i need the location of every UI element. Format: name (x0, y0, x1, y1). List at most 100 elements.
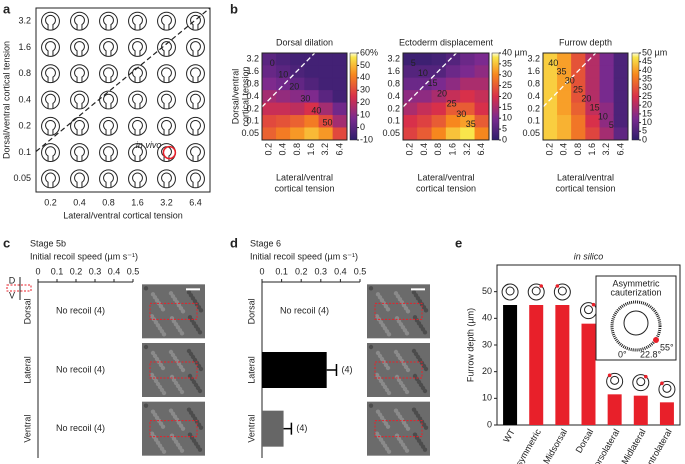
heat-cell (402, 90, 418, 104)
colorbar-tick-label: 0 (502, 134, 507, 144)
colorbar-tick-label: 20 (502, 91, 512, 101)
embryo-shape-inner (45, 172, 56, 188)
x-tick-label: 0.2 (295, 266, 308, 276)
embryo-shape-inner (190, 93, 201, 109)
embryo-shape (41, 143, 60, 163)
y-axis-label: Dorsal/ventral (230, 69, 240, 125)
y-tick-label: 0.05 (13, 173, 31, 183)
category-label: Dorsal (22, 298, 32, 324)
heat-cell (474, 77, 490, 91)
y-axis-label: cortical tension (240, 66, 250, 126)
x-tick-label: 0.8 (573, 143, 583, 156)
microscopy-image (367, 343, 430, 397)
y-tick-label: 0.4 (527, 91, 540, 101)
colorbar-tick-label: 60% (360, 47, 378, 57)
embryo-shape (70, 169, 89, 189)
contour-label: 10 (278, 70, 288, 80)
heat-cell (585, 52, 601, 66)
inset-label: 22.8° (640, 349, 662, 359)
heat-cell (290, 127, 305, 141)
heat-cell (332, 77, 348, 91)
inset-cautery (653, 337, 659, 343)
panel-title: Ectoderm displacement (399, 37, 494, 47)
inset-title: cauterization (610, 287, 661, 297)
embryo-shape-inner (190, 67, 201, 83)
y-tick-label: 0.4 (246, 91, 259, 101)
heat-cell (402, 127, 418, 141)
y-tick-label: 40 (482, 313, 492, 323)
panel-label: d (230, 235, 238, 250)
inset-title: Asymmetric (613, 278, 660, 288)
heat-cell (261, 114, 277, 129)
plot-frame (402, 52, 490, 141)
contour-label: 10 (418, 68, 428, 78)
heat-cell (332, 65, 348, 79)
orientation-label: D (9, 275, 16, 285)
embryo-shape-inner (45, 119, 56, 135)
image-speckle (394, 433, 400, 438)
embryo-shape (186, 64, 205, 84)
bar (607, 394, 622, 425)
embryo-shape-inner (45, 67, 56, 83)
x-tick-label: 0.4 (334, 266, 347, 276)
y-tick-label: 0.05 (522, 128, 540, 138)
plot-frame (542, 52, 629, 141)
heat-cell (332, 114, 348, 129)
embryo-shape-inner (132, 119, 143, 135)
heat-cell (613, 127, 629, 141)
heat-cell (318, 90, 334, 104)
diagonal (261, 52, 316, 108)
heat-cell (585, 127, 601, 141)
heat-cell (402, 114, 418, 129)
panel-title: Stage 5b (30, 238, 66, 248)
image-speckle (186, 348, 192, 354)
cautery-dot (591, 302, 596, 307)
y-tick-label: 3.2 (387, 54, 400, 64)
embryo-shape (41, 37, 60, 57)
embryo-icon (606, 372, 624, 390)
x-axis-label: cortical tension (555, 183, 615, 193)
x-tick-label: 0.1 (51, 266, 64, 276)
panel-label: a (3, 1, 11, 16)
y-tick-label: 1.6 (18, 42, 31, 52)
heat-cell (542, 127, 558, 141)
category-label: Lateral (22, 356, 32, 384)
embryo-shape-inner (132, 67, 143, 83)
embryo-icon-inner (505, 286, 515, 296)
image-speckle (168, 291, 174, 296)
image-speckle (149, 431, 155, 436)
heat-cell (445, 77, 461, 91)
colorbar-tick-label: 20 (360, 97, 370, 107)
cautery-dot (555, 284, 560, 288)
heat-cell (613, 77, 629, 91)
embryo-icon (553, 283, 571, 301)
bar-annotation: (4) (341, 364, 352, 374)
x-tick-label: 0.5 (127, 266, 140, 276)
image-speckle (412, 373, 418, 379)
heat-cell (599, 65, 615, 79)
contour-label: 35 (556, 67, 566, 77)
x-tick-label: 0.2 (44, 197, 57, 207)
image-speckle (411, 348, 417, 354)
heat-cell (431, 127, 447, 141)
heat-cell (318, 65, 334, 79)
embryo-shape (99, 169, 118, 189)
y-tick-label: 0.4 (18, 94, 31, 104)
embryo-shape (70, 143, 89, 163)
x-tick-label: 3.2 (320, 143, 330, 156)
image-speckle (393, 291, 399, 296)
image-speckle (150, 350, 156, 356)
colorbar-tick-label: 40 (360, 72, 370, 82)
embryo-icon (527, 283, 545, 301)
cautery-dot (607, 373, 612, 378)
x-tick-label: 1.6 (448, 143, 458, 156)
heat-cell (474, 90, 490, 104)
bar (262, 410, 284, 447)
microscopy-image (367, 401, 430, 456)
image-speckle (368, 344, 374, 350)
colorbar-tick-label: 30 (642, 82, 652, 92)
embryo-shape-inner (161, 119, 172, 135)
embryo-shape (99, 116, 118, 136)
microscopy-image (367, 284, 430, 339)
x-axis-label: cortical tension (416, 183, 476, 193)
